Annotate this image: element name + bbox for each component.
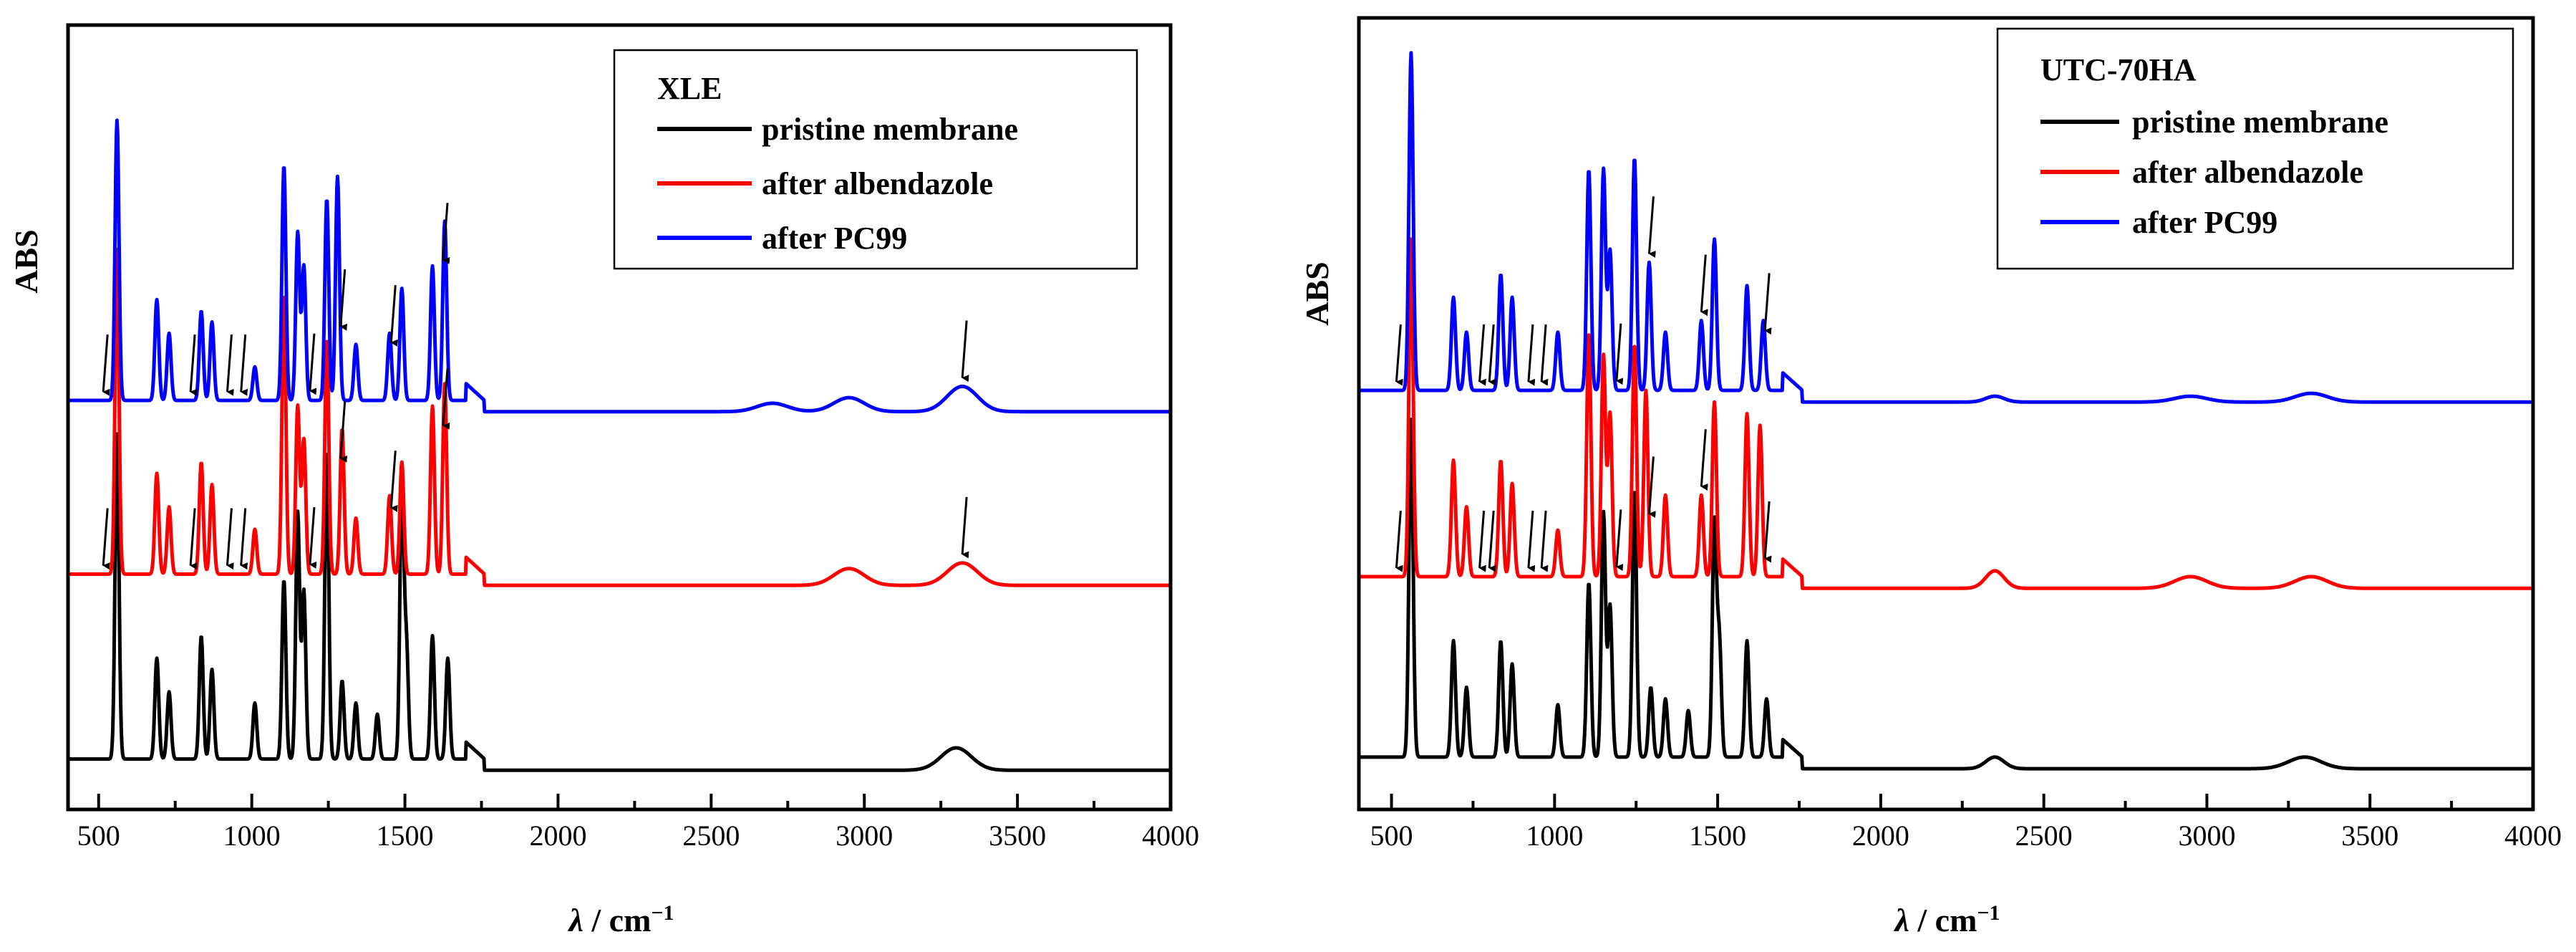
xle-arrow-13 [309, 507, 317, 569]
xle-tick-layer: 500 1000 1500 2000 2500 3000 3500 4000 [77, 794, 1199, 852]
utc-x-tick-label-500: 500 [1370, 819, 1413, 852]
xle-arrow-layer [102, 203, 969, 570]
utc-arrow-16 [1700, 429, 1708, 491]
xle-legend-title: XLE [657, 71, 722, 106]
xle-arrow-2 [226, 334, 234, 396]
utc-legend: UTC-70HA pristine membrane after albenda… [1996, 27, 2514, 270]
xle-series-layer [67, 118, 1172, 772]
utc-legend-label-0: pristine membrane [2132, 105, 2388, 140]
xle-arrow-4 [309, 333, 317, 395]
xle-x-tick-label-3000: 3000 [836, 819, 893, 852]
utc-x-tick-label-2000: 2000 [1852, 819, 1909, 852]
utc-arrow-3 [1527, 324, 1536, 386]
utc-series-1-line [1357, 237, 2534, 590]
utc-x-tick-label-3000: 3000 [2178, 819, 2235, 852]
xle-x-tick-label-2000: 2000 [529, 819, 586, 852]
utc-arrow-11 [1488, 510, 1496, 572]
xle-series-2-line [67, 118, 1172, 414]
chart-xle: 500 1000 1500 2000 2500 3000 3500 4000 ABS λ / … [8, 23, 1199, 939]
utc-series-layer [1357, 51, 2534, 771]
xle-arrow-10 [189, 508, 198, 570]
xle-arrow-1 [189, 334, 198, 396]
xle-series-0-line [67, 432, 1172, 772]
xle-series-1-line [67, 247, 1172, 587]
xle-x-tick-label-2500: 2500 [682, 819, 740, 852]
xle-x-tick-label-4000: 4000 [1142, 819, 1199, 852]
xle-legend-label-1: after albendazole [762, 166, 993, 201]
xle-plot-frame [66, 23, 1173, 812]
utc-arrow-15 [1647, 456, 1656, 519]
utc-x-axis-exponent: −1 [1977, 901, 2000, 925]
xle-x-tick-label-1000: 1000 [223, 819, 281, 852]
utc-arrow-9 [1395, 510, 1403, 572]
utc-arrow-2 [1488, 324, 1496, 386]
utc-arrow-17 [1763, 501, 1772, 563]
xle-arrow-12 [240, 508, 248, 570]
xle-arrow-6 [389, 284, 398, 347]
utc-arrow-layer [1395, 196, 1772, 572]
utc-arrow-4 [1540, 324, 1549, 386]
xle-x-axis-symbol: λ [567, 902, 583, 938]
xle-arrow-0 [102, 334, 110, 396]
utc-legend-box [1996, 27, 2514, 270]
utc-arrow-0 [1395, 324, 1403, 386]
utc-series-2-line [1357, 51, 2534, 404]
xle-arrow-9 [102, 508, 110, 570]
xle-y-axis-title: ABS [8, 229, 44, 293]
utc-x-axis-symbol: λ [1893, 902, 1909, 938]
xle-x-axis-unit: / cm [584, 902, 652, 938]
utc-arrow-6 [1647, 196, 1656, 258]
xle-x-tick-label-500: 500 [77, 819, 120, 852]
xle-arrow-5 [339, 269, 348, 331]
xle-x-axis-exponent: −1 [651, 901, 674, 925]
xle-legend: XLE pristine membrane after albendazole … [613, 49, 1138, 270]
utc-legend-label-1: after albendazole [2132, 155, 2363, 190]
xle-arrow-3 [240, 334, 248, 396]
utc-y-axis-title: ABS [1299, 261, 1335, 325]
utc-arrow-12 [1527, 510, 1536, 572]
chart-utc70ha: 500 1000 1500 2000 2500 3000 3500 4000 ABS λ / … [1299, 16, 2562, 939]
utc-arrow-5 [1615, 323, 1624, 385]
xle-arrow-7 [442, 203, 450, 264]
xle-arrow-17 [961, 496, 969, 559]
utc-x-tick-label-2500: 2500 [2015, 819, 2073, 852]
xle-legend-label-2: after PC99 [762, 221, 907, 256]
utc-x-tick-label-4000: 4000 [2504, 819, 2562, 852]
utc-arrow-14 [1615, 509, 1624, 572]
utc-x-axis-unit: / cm [1909, 902, 1977, 938]
xle-legend-label-0: pristine membrane [762, 112, 1018, 147]
xle-x-tick-label-3500: 3500 [989, 819, 1046, 852]
xle-arrow-15 [389, 450, 398, 512]
utc-x-tick-label-1000: 1000 [1526, 819, 1583, 852]
utc-x-tick-label-1500: 1500 [1689, 819, 1746, 852]
xle-arrow-16 [442, 368, 450, 430]
utc-arrow-13 [1540, 510, 1549, 572]
utc-plot-frame [1357, 16, 2535, 812]
utc-x-tick-label-3500: 3500 [2341, 819, 2398, 852]
utc-series-0-line [1357, 418, 2534, 771]
xle-arrow-14 [339, 401, 348, 463]
utc-tick-layer: 500 1000 1500 2000 2500 3000 3500 4000 [1370, 794, 2562, 852]
utc-arrow-1 [1478, 324, 1486, 386]
xle-x-tick-label-1500: 1500 [377, 819, 434, 852]
xle-arrow-11 [226, 508, 234, 570]
xle-legend-box [613, 49, 1138, 270]
utc-x-axis-title: λ / cm−1 [1893, 901, 2000, 939]
xle-arrow-8 [961, 320, 969, 383]
utc-arrow-7 [1700, 254, 1708, 317]
utc-arrow-8 [1763, 273, 1772, 335]
utc-legend-title: UTC-70HA [2040, 52, 2197, 87]
utc-legend-label-2: after PC99 [2132, 205, 2277, 240]
xle-x-axis-title: λ / cm−1 [567, 901, 674, 939]
utc-arrow-10 [1478, 510, 1486, 572]
